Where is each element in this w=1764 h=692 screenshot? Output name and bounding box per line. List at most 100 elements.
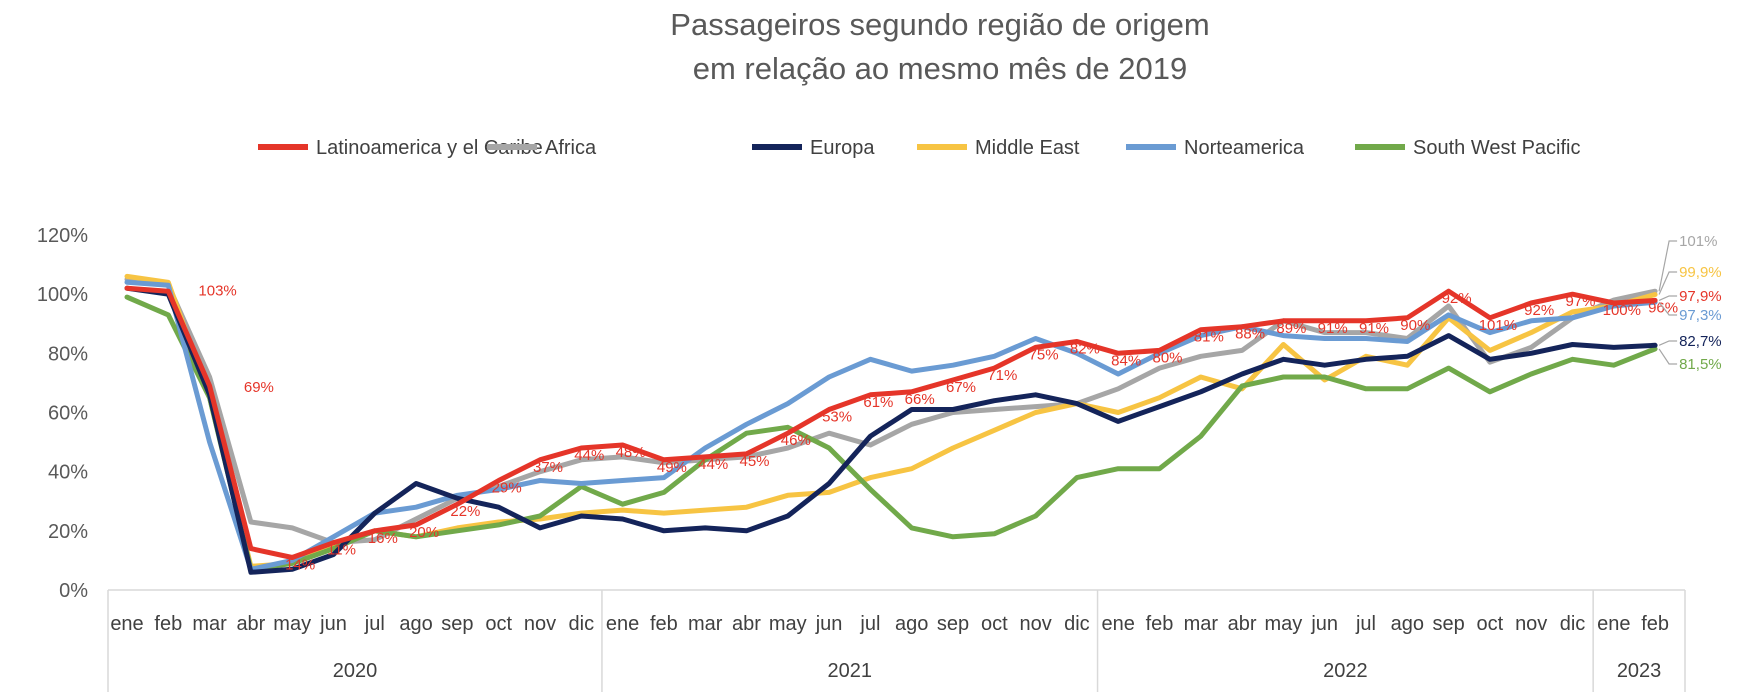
end-label-leader [1658, 301, 1678, 316]
legend-label: Latinoamerica y el Caribe [316, 137, 543, 159]
end-label-leader [1658, 340, 1678, 346]
data-label: 103% [198, 282, 236, 299]
data-label: 46% [781, 432, 811, 449]
end-label: 97,3% [1679, 307, 1722, 324]
x-tick-label: feb [154, 613, 182, 635]
legend-label: South West Pacific [1413, 137, 1580, 159]
x-tick-label: jul [364, 613, 385, 635]
x-tick-label: dic [1560, 613, 1586, 635]
end-label-leader [1658, 295, 1678, 301]
x-tick-label: mar [192, 613, 227, 635]
data-label: 20% [409, 524, 439, 541]
x-tick-label: ago [895, 613, 928, 635]
x-tick-label: may [769, 613, 807, 635]
x-tick-label: nov [524, 613, 556, 635]
x-tick-label: mar [688, 613, 723, 635]
legend-label: Africa [545, 137, 597, 159]
x-tick-label: ene [606, 613, 639, 635]
x-tick-label: ago [1391, 613, 1424, 635]
x-axis: ene feb mar abr may jun jul ago sep oct nov dic ene f… [107, 589, 1686, 692]
y-tick-label: 60% [48, 403, 88, 425]
series-line [124, 276, 1658, 546]
y-tick-label: 80% [48, 343, 88, 365]
data-label: 101% [1479, 317, 1517, 334]
data-label: 100% [1603, 302, 1641, 319]
x-tick-label: nov [1019, 613, 1051, 635]
y-tick-label: 0% [59, 580, 88, 602]
x-tick-label: oct [485, 613, 512, 635]
x-tick-label: jul [859, 613, 880, 635]
end-label: 81,5% [1679, 356, 1722, 373]
data-label: 89% [1276, 320, 1306, 337]
data-labels: 103% 69% 14% 11% 16% 20% 22% 29% 37% 44% 48% 49% 44%… [198, 282, 1678, 573]
data-label: 91% [1359, 320, 1389, 337]
data-label: 97% [1565, 293, 1595, 310]
data-label: 44% [698, 456, 728, 473]
x-tick-label: jun [1310, 613, 1338, 635]
x-tick-label: may [1265, 613, 1303, 635]
legend: Latinoamerica y el Caribe Africa Europa Mid… [258, 137, 1580, 159]
data-label: 92% [1524, 302, 1554, 319]
data-label: 14% [285, 556, 315, 573]
y-axis: 0% 20% 40% 60% 80% 100% 120% [37, 225, 88, 602]
y-tick-label: 100% [37, 284, 88, 306]
data-label: 29% [492, 480, 522, 497]
y-tick-label: 120% [37, 225, 88, 247]
data-label: 48% [616, 444, 646, 461]
end-label-leader [1658, 271, 1678, 295]
data-label: 67% [946, 379, 976, 396]
x-tick-label: oct [981, 613, 1008, 635]
x-tick-label: ago [399, 613, 432, 635]
end-label: 99,9% [1679, 264, 1722, 281]
series-line [124, 279, 1658, 572]
chart-title-line-2: em relação ao mesmo mês de 2019 [693, 51, 1188, 86]
end-label-leader [1658, 348, 1678, 365]
legend-label: Norteamerica [1184, 137, 1305, 159]
data-label: 49% [657, 459, 687, 476]
x-tick-label: ene [1102, 613, 1135, 635]
x-tick-label: ene [1597, 613, 1630, 635]
series-lines [124, 273, 1658, 575]
data-label: 91% [1318, 320, 1348, 337]
data-label: 11% [327, 542, 356, 559]
end-label: 82,7% [1679, 333, 1722, 350]
x-tick-label: dic [1064, 613, 1090, 635]
data-label: 80% [1152, 349, 1182, 366]
data-label: 88% [1235, 326, 1265, 343]
data-label: 71% [987, 367, 1017, 384]
data-label: 69% [244, 379, 274, 396]
end-label: 101% [1679, 233, 1717, 250]
x-tick-label: sep [441, 613, 473, 635]
end-labels: 101% 99,9% 97,9% 97,3% 82,7% 81,5% [1658, 233, 1722, 373]
x-tick-label: jul [1355, 613, 1376, 635]
x-tick-label: jun [319, 613, 347, 635]
year-label: 2023 [1617, 660, 1662, 682]
chart-title-line-1: Passageiros segundo região de origem [670, 7, 1209, 42]
data-label: 75% [1029, 346, 1059, 363]
data-label: 22% [450, 503, 480, 520]
series-line [124, 285, 1658, 575]
series-line [124, 285, 1658, 560]
x-tick-label: jun [815, 613, 843, 635]
y-tick-label: 40% [48, 462, 88, 484]
data-label: 92% [1442, 290, 1472, 307]
data-label: 53% [822, 409, 852, 426]
x-tick-label: may [273, 613, 311, 635]
end-label-leader [1658, 240, 1678, 292]
data-label: 16% [368, 530, 398, 547]
x-tick-label: ene [110, 613, 143, 635]
data-label: 90% [1400, 317, 1430, 334]
x-tick-label: oct [1477, 613, 1504, 635]
x-tick-label: abr [732, 613, 761, 635]
data-label: 84% [1111, 352, 1141, 369]
year-label: 2021 [828, 660, 873, 682]
data-label: 45% [739, 453, 769, 470]
y-tick-label: 20% [48, 521, 88, 543]
end-label: 97,9% [1679, 288, 1722, 305]
x-tick-label: dic [569, 613, 595, 635]
x-tick-label: sep [1432, 613, 1464, 635]
data-label: 44% [574, 447, 604, 464]
x-tick-label: abr [236, 613, 265, 635]
x-tick-label: feb [1146, 613, 1174, 635]
